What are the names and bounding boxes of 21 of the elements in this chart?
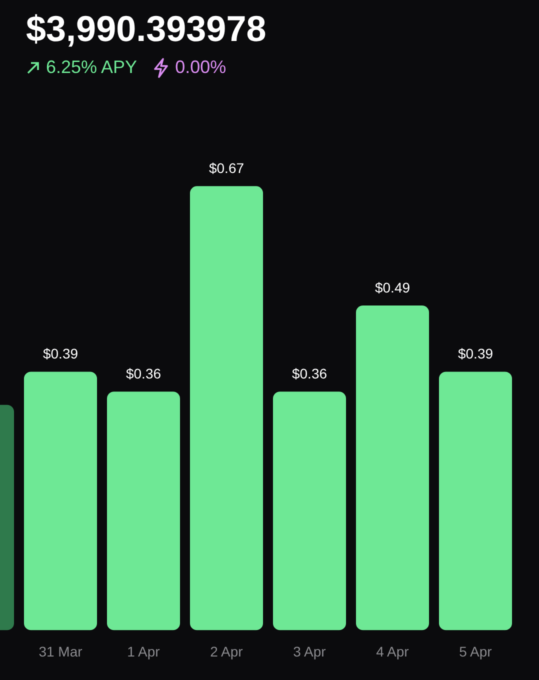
data-label: $0.36	[292, 365, 328, 382]
data-label: $0.36	[126, 365, 162, 382]
bar	[438, 372, 512, 630]
bar	[106, 392, 180, 630]
text: 0.00%	[175, 57, 226, 78]
data-label: $0.39	[458, 346, 494, 362]
x-tick-label: 5 Apr	[459, 643, 492, 660]
x-tick-label: 1 Apr	[127, 643, 160, 660]
bar	[272, 392, 346, 630]
x-tick-label: 4 Apr	[376, 643, 410, 660]
chart-title: $3,990.393978	[26, 8, 266, 50]
bar	[24, 372, 98, 630]
x-tick-label: 2 Apr	[210, 643, 244, 660]
bar	[190, 186, 264, 630]
x-tick-label: 3 Apr	[293, 643, 326, 660]
bar	[356, 305, 430, 630]
chart-subtitle: 6.25% APY	[46, 57, 138, 78]
data-label: $0.67	[208, 160, 244, 176]
x-tick-label: 31 Mar	[38, 643, 83, 660]
data-label: $0.39	[42, 346, 78, 362]
data-label: $0.49	[374, 279, 410, 296]
